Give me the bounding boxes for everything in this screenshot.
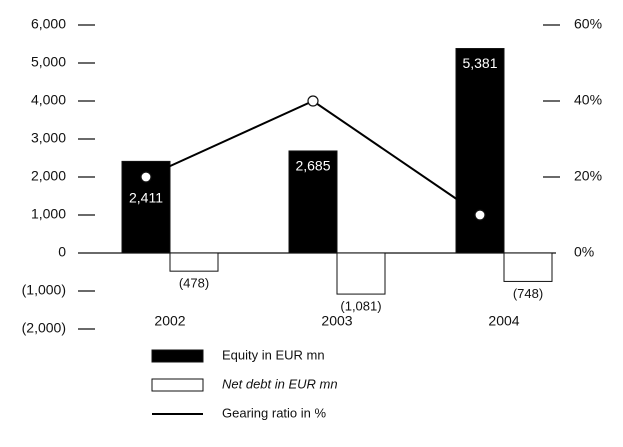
line-point [140,171,152,183]
bar [336,252,386,295]
y-tick-label: 0 [58,244,66,260]
bar [288,150,338,254]
x-tick-label: 2004 [488,313,519,329]
line-point [307,95,319,107]
y-tick-label: (1,000) [22,282,66,298]
value-label: 2,411 [129,190,163,206]
legend-label: Equity in EUR mn [222,347,325,362]
y2-tick-label: 60% [574,16,602,32]
legend-swatch [151,378,204,392]
y2-tick-label: 0% [574,244,594,260]
bar [169,252,219,272]
legend-label: Net debt in EUR mn [222,376,338,391]
bar [503,252,553,282]
line-point [474,209,486,221]
bar [455,48,505,254]
y-tick-label: 1,000 [31,206,66,222]
y2-tick-label: 40% [574,92,602,108]
value-label: (1,081) [340,299,381,314]
value-label: (478) [179,276,209,291]
y2-tick-label: 20% [574,168,602,184]
y-tick-label: 5,000 [31,54,66,70]
x-tick-label: 2002 [154,313,185,329]
y-tick-label: 6,000 [31,16,66,32]
legend-label: Gearing ratio in % [222,405,326,420]
y-tick-label: 4,000 [31,92,66,108]
x-tick-label: 2003 [321,313,352,329]
value-label: 2,685 [295,158,330,174]
value-label: 5,381 [462,55,497,71]
y-tick-label: 2,000 [31,168,66,184]
y-tick-label: (2,000) [22,320,66,336]
y-tick-label: 3,000 [31,130,66,146]
value-label: (748) [513,286,543,301]
legend-swatch [151,349,204,363]
